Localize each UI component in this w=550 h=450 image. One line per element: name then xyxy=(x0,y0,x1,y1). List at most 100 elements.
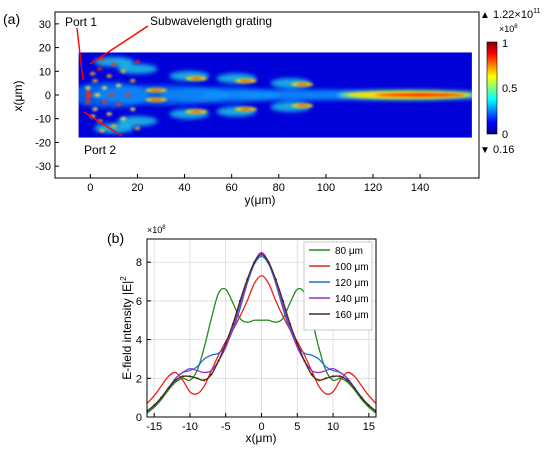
y-tick-label: 6 xyxy=(136,296,142,308)
series-point xyxy=(260,253,263,256)
legend-entry: 80 μm xyxy=(335,246,363,257)
series-line-2 xyxy=(147,275,376,404)
field-blob xyxy=(111,124,117,128)
field-blob xyxy=(120,69,127,73)
field-blob xyxy=(115,83,122,88)
heatmap-axes: 0 20 40 60 80 100 120 140 -30 -20 -10 0 10 20 30 xyxy=(35,19,429,194)
series-point xyxy=(195,377,199,380)
series-point xyxy=(217,359,220,362)
y-tick-label: 2 xyxy=(136,373,142,385)
series-line-4 xyxy=(147,251,376,412)
heatmap-x-tick-label: 80 xyxy=(273,182,285,194)
field-blob xyxy=(85,86,91,90)
x-tick-label: 15 xyxy=(363,421,375,433)
colorbar-max-arrow: ▲ xyxy=(480,10,490,21)
x-tick-label: -10 xyxy=(182,421,198,433)
panel-b: (b) ×108 -15 -10 -5 0 5 10 15 0 2 4 6 8 x(μm) E-fie… xyxy=(107,225,377,445)
colorbar-tick-label: 1 xyxy=(502,38,508,50)
series-point xyxy=(360,396,363,399)
heatmap-y-tick-label: 0 xyxy=(45,90,51,102)
series-point xyxy=(324,377,328,380)
heatmap-x-tick-label: 40 xyxy=(178,182,190,194)
field-blob xyxy=(85,90,91,100)
x-tick-label: -15 xyxy=(146,421,162,433)
heatmap-x-axis-label: y(μm) xyxy=(245,193,276,207)
x-tick-label: 10 xyxy=(327,421,339,433)
field-blob xyxy=(134,126,141,130)
series-point xyxy=(253,261,256,264)
legend-entry: 120 μm xyxy=(335,278,369,289)
field-blob xyxy=(115,102,122,107)
y-tick-label: 8 xyxy=(136,257,142,269)
field-blob xyxy=(129,107,136,111)
port1-annotation: Port 1 xyxy=(65,15,97,29)
panel-a-label: (a) xyxy=(3,11,20,27)
heatmap-y-tick-label: 20 xyxy=(39,43,51,55)
colorbar-min-arrow: ▼ xyxy=(480,145,490,156)
series-point xyxy=(274,278,277,281)
line-chart-x-axis-label: x(μm) xyxy=(246,431,277,445)
field-blob xyxy=(117,116,158,127)
field-blob xyxy=(129,79,136,83)
field-blob xyxy=(96,67,103,71)
field-blob xyxy=(375,92,466,98)
colorbar-gradient xyxy=(486,41,498,135)
grating-annotation: Subwavelength grating xyxy=(150,14,272,28)
x-tick-label: 0 xyxy=(258,421,264,433)
heatmap-x-tick-label: 0 xyxy=(87,182,93,194)
series-point xyxy=(188,375,192,378)
line-chart-axes: -15 -10 -5 0 5 10 15 0 2 4 6 8 xyxy=(136,257,375,433)
series-point xyxy=(231,323,234,326)
field-blob xyxy=(85,100,91,104)
line-chart-series xyxy=(147,251,376,414)
series-point xyxy=(317,379,320,382)
heatmap-y-tick-label: 30 xyxy=(39,19,51,31)
series-point xyxy=(346,379,349,382)
port1-pointer xyxy=(76,27,84,81)
field-blob xyxy=(92,79,98,83)
field-hotspots xyxy=(85,57,471,133)
colorbar-tick-label: 0.5 xyxy=(502,83,517,95)
y-tick-label: 4 xyxy=(136,335,142,347)
y-tick-label: 0 xyxy=(136,412,142,424)
series-point xyxy=(331,375,335,378)
x-tick-label: 5 xyxy=(294,421,300,433)
series-point xyxy=(174,379,177,382)
series-point xyxy=(303,359,306,362)
series-point xyxy=(367,404,370,407)
colorbar-multiplier: ×108 xyxy=(499,24,518,34)
series-point xyxy=(353,386,356,390)
heatmap-x-tick-label: 140 xyxy=(411,182,429,194)
field-blob xyxy=(106,112,112,116)
field-blob xyxy=(99,57,105,62)
port2-annotation: Port 2 xyxy=(84,143,116,157)
series-line-1 xyxy=(147,287,376,414)
series-point xyxy=(339,375,342,378)
heatmap-x-tick-label: 120 xyxy=(364,182,382,194)
series-point xyxy=(289,323,292,326)
field-blob xyxy=(89,72,96,76)
colorbar: ▲ 1.22×1011 ×108 1 0.5 0 ▼ 0.16 xyxy=(480,8,540,156)
field-blob xyxy=(190,77,203,80)
heatmap-y-axis-label: x(μm) xyxy=(11,81,25,112)
colorbar-tick-label: 0 xyxy=(502,129,508,141)
field-blob xyxy=(239,79,252,82)
legend-entry: 140 μm xyxy=(335,294,369,305)
field-blob xyxy=(99,128,105,133)
legend-box xyxy=(303,241,373,331)
field-blob xyxy=(134,60,141,64)
heatmap-x-tick-label: 60 xyxy=(226,182,238,194)
field-blob xyxy=(190,110,203,113)
field-blob xyxy=(111,62,117,66)
legend-entry: 100 μm xyxy=(335,262,369,273)
x-tick-label: -5 xyxy=(221,421,231,433)
heatmap-x-tick-label: 100 xyxy=(317,182,335,194)
field-blob xyxy=(101,100,108,104)
heatmap-field xyxy=(78,52,472,138)
field-blob xyxy=(101,86,108,90)
field-blob xyxy=(117,63,158,74)
colorbar-max-value: 1.22×1011 xyxy=(493,8,540,21)
line-chart-y-axis-label: E-field intensity |E|2 xyxy=(119,276,134,380)
